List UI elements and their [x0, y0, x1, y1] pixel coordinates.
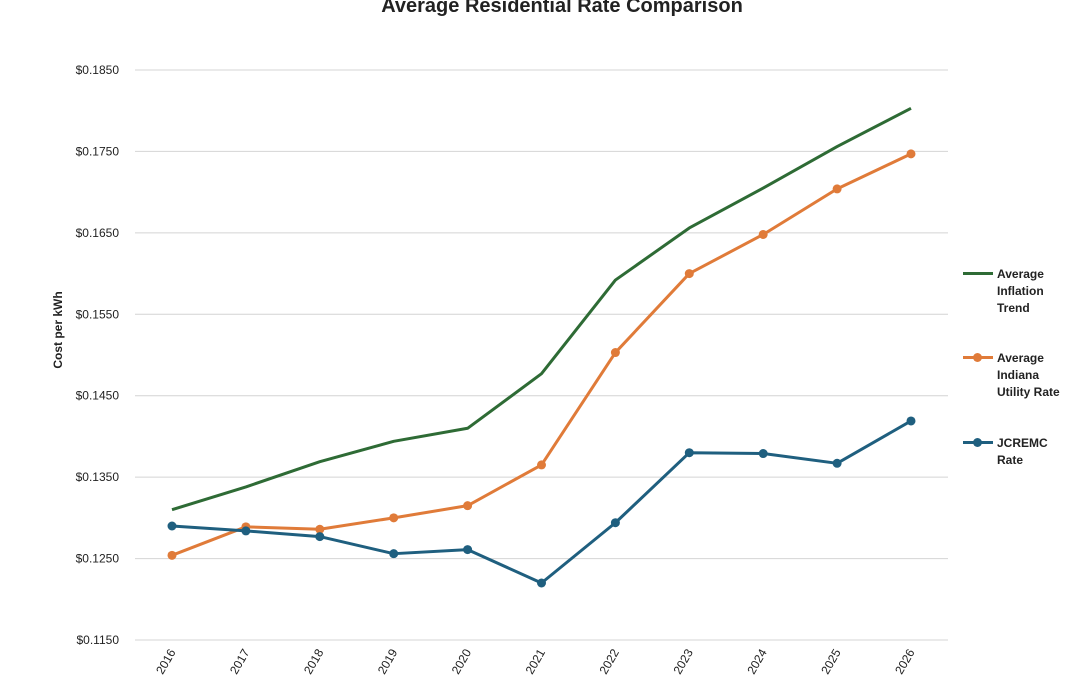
- point: [315, 524, 325, 534]
- series-line: [171, 106, 912, 512]
- series-line: [171, 152, 912, 557]
- chart-title: Average Residential Rate Comparison: [381, 0, 743, 17]
- y-tick-label: $0.1850: [76, 63, 120, 77]
- point: [758, 229, 768, 239]
- point: [684, 448, 694, 458]
- x-tick-label: 2018: [301, 646, 327, 675]
- x-tick-label: 2023: [670, 646, 696, 675]
- legend-marker: [973, 438, 982, 447]
- point: [610, 518, 620, 528]
- legend-entry: Average Indiana Utility Rate: [963, 350, 1062, 401]
- point: [389, 513, 399, 523]
- point: [832, 184, 842, 194]
- y-tick-label: $0.1350: [76, 470, 120, 484]
- legend-entry: Average Inflation Trend: [963, 266, 1062, 317]
- x-tick-label: 2019: [375, 646, 401, 675]
- point: [610, 348, 620, 358]
- legend-label: JCREMC Rate: [997, 436, 1048, 467]
- y-tick-label: $0.1650: [76, 226, 120, 240]
- y-tick-label: $0.1550: [76, 307, 120, 321]
- y-tick-label: $0.1750: [76, 144, 120, 158]
- legend-swatch: [963, 272, 993, 275]
- point: [537, 460, 546, 470]
- point: [684, 269, 694, 279]
- x-tick-label: 2021: [523, 646, 549, 675]
- point: [463, 545, 473, 555]
- point: [315, 532, 325, 542]
- y-tick-label: $0.1250: [76, 552, 120, 566]
- legend-swatch: [963, 353, 993, 362]
- point: [758, 449, 768, 459]
- legend-label: Average Indiana Utility Rate: [997, 351, 1060, 399]
- x-tick-label: 2026: [892, 646, 918, 675]
- point: [241, 526, 251, 536]
- point: [463, 501, 473, 511]
- x-tick-label: 2017: [227, 646, 253, 675]
- legend-label: Average Inflation Trend: [997, 267, 1044, 315]
- point: [906, 416, 916, 426]
- x-tick-label: 2016: [153, 646, 179, 675]
- x-tick-label: 2024: [744, 646, 770, 675]
- y-tick-label: $0.1450: [76, 389, 120, 403]
- point: [832, 458, 842, 468]
- y-axis-label: Cost per kWh: [51, 291, 65, 368]
- point: [167, 521, 177, 531]
- legend-entry: JCREMC Rate: [963, 435, 1062, 469]
- point: [389, 549, 399, 559]
- point: [906, 149, 916, 159]
- point: [167, 550, 177, 560]
- x-tick-label: 2020: [449, 646, 475, 675]
- x-tick-label: 2025: [818, 646, 844, 675]
- legend-swatch: [963, 438, 993, 447]
- legend-marker: [973, 353, 982, 362]
- x-tick-label: 2022: [597, 646, 623, 675]
- y-tick-label: $0.1150: [77, 633, 120, 647]
- point: [537, 578, 546, 588]
